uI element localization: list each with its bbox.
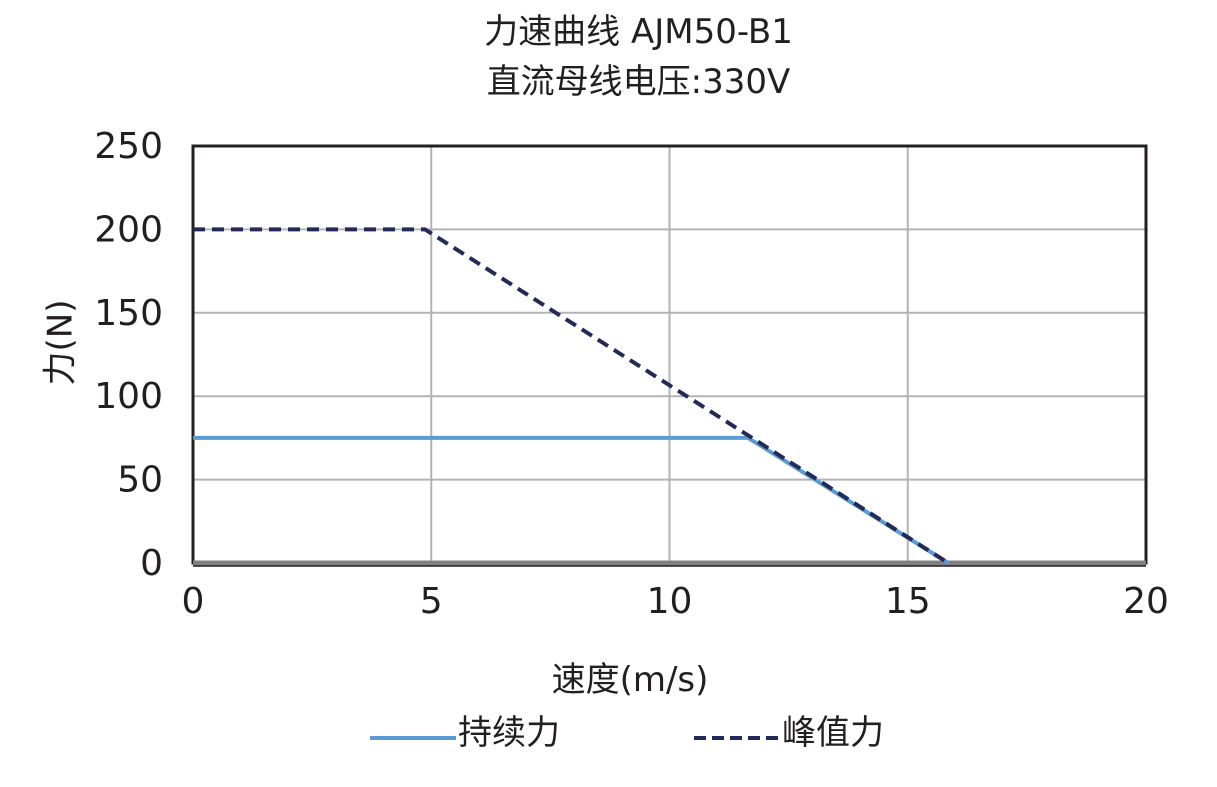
x-tick-label: 20 (1123, 581, 1169, 622)
x-tick-label: 0 (182, 581, 205, 622)
series-continuous-force (193, 435, 950, 565)
y-axis-label: 力(N) (40, 299, 81, 386)
x-tick-label: 10 (647, 581, 693, 622)
legend-label-continuous: 持续力 (458, 713, 560, 753)
x-axis-label: 速度(m/s) (551, 660, 709, 700)
dashed-line-swatch-icon (694, 735, 780, 740)
chart-subtitle: 直流母线电压:330V (486, 62, 791, 102)
y-tick-label: 100 (94, 376, 163, 417)
legend-label-peak: 峰值力 (782, 713, 884, 753)
chart-title: 力速曲线 AJM50-B1 (484, 12, 793, 52)
y-tick-label: 200 (94, 209, 163, 250)
solid-line-swatch-icon (370, 735, 456, 740)
y-tick-label: 150 (94, 293, 163, 334)
x-tick-label: 15 (885, 581, 931, 622)
legend: 持续力 峰值力 (0, 705, 1217, 755)
y-tick-label: 0 (140, 543, 163, 584)
legend-item-peak: 峰值力 (692, 705, 884, 754)
series-peak-force (193, 227, 950, 565)
y-tick-label: 50 (117, 460, 163, 501)
x-tick-label: 5 (420, 581, 443, 622)
legend-item-continuous: 持续力 (368, 705, 560, 754)
y-tick-label: 250 (94, 126, 163, 167)
